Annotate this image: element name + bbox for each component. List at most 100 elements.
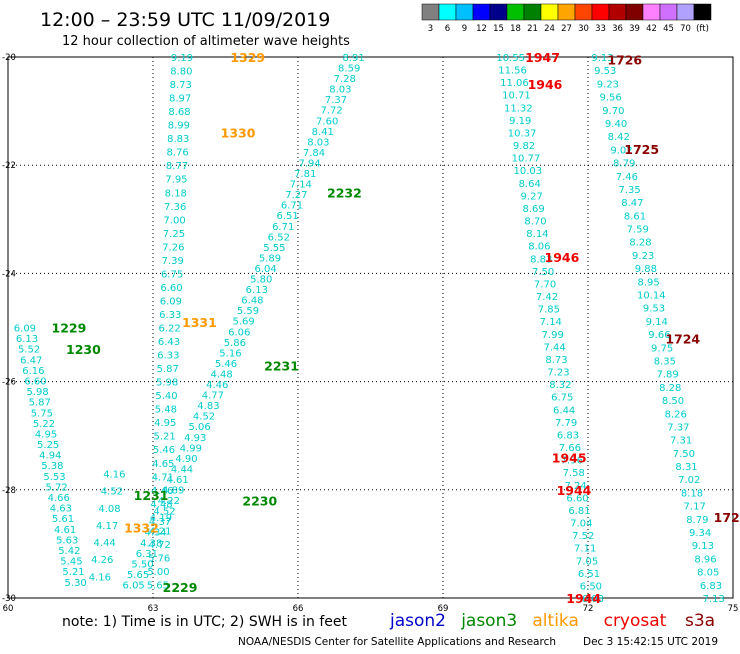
colorbar-label: 15 xyxy=(493,24,504,34)
swh-data-label: 6.60 xyxy=(24,376,46,387)
swh-data-label: 5.46 xyxy=(153,445,175,456)
swh-data-label: 6.47 xyxy=(20,355,42,366)
colorbar-swatch xyxy=(507,4,524,20)
swh-data-label: 4.16 xyxy=(103,470,125,481)
swh-data-label: 7.37 xyxy=(325,95,347,106)
swh-data-label: 6.51 xyxy=(578,569,600,580)
pass-time-label: 1725 xyxy=(624,142,659,157)
swh-data-label: 8.79 xyxy=(613,159,635,170)
swh-data-label: 5.06 xyxy=(189,422,211,433)
pass-time-label: 2231 xyxy=(264,358,299,373)
swh-data-label: 8.28 xyxy=(659,383,681,394)
swh-data-label: 7.14 xyxy=(290,180,312,191)
swh-data-label: 4.95 xyxy=(35,429,57,440)
swh-data-label: 8.35 xyxy=(654,356,676,367)
swh-data-label: 7.17 xyxy=(684,502,706,513)
swh-data-label: 4.63 xyxy=(50,504,72,515)
swh-data-label: 7.28 xyxy=(334,74,356,85)
swh-data-label: 9.40 xyxy=(605,119,627,130)
pass-time-label: 1331 xyxy=(182,315,217,330)
colorbar-swatch xyxy=(677,4,694,20)
pass-time-labels: 1329133013311332122912301231222922302231… xyxy=(52,50,740,606)
swh-data-label: 4.83 xyxy=(197,401,219,412)
swh-data-label: 8.83 xyxy=(167,134,189,145)
swh-data-label: 6.81 xyxy=(568,506,590,517)
swh-data-label: 6.05 xyxy=(123,580,145,591)
colorbar-label: 3 xyxy=(428,24,433,34)
swh-data-label: 10.77 xyxy=(512,154,541,165)
swh-data-label: 11.06 xyxy=(500,78,529,89)
swh-data-label: 4.52 xyxy=(193,412,215,423)
swh-data-label: 6.75 xyxy=(551,393,573,404)
swh-data-label: 5.98 xyxy=(26,387,48,398)
swh-data-label: 10.55 xyxy=(496,53,525,64)
swh-data-label: 4.61 xyxy=(54,525,76,536)
swh-data-label: 5.59 xyxy=(237,306,259,317)
swh-data-label: 8.68 xyxy=(168,107,190,118)
colorbar-label: 27 xyxy=(561,24,572,34)
pass-time-label: 1231 xyxy=(134,488,169,503)
swh-data-label: 7.37 xyxy=(667,422,689,433)
swh-data-label: 9.14 xyxy=(646,317,668,328)
swh-data-label: 5.86 xyxy=(224,338,246,349)
swh-data-label: 6.13 xyxy=(16,334,38,345)
swh-data-label: 7.27 xyxy=(285,190,307,201)
swh-data-label: 4.65 xyxy=(152,459,174,470)
satellite-legend-s3a: s3a xyxy=(685,611,715,631)
swh-data-label: 8.05 xyxy=(697,568,719,579)
colorbar-swatch xyxy=(541,4,558,20)
y-tick-label: -24 xyxy=(2,269,16,279)
colorbar-label: 33 xyxy=(595,24,606,34)
swh-data-label: 4.16 xyxy=(89,572,111,583)
swh-data-label: 5.98 xyxy=(156,378,178,389)
swh-data-label: 8.28 xyxy=(629,238,651,249)
swh-data-label: 4.99 xyxy=(180,443,202,454)
swh-data-label: 4.48 xyxy=(211,369,233,380)
swh-data-label: 9.23 xyxy=(632,251,654,262)
x-tick-label: 75 xyxy=(728,604,739,614)
satellite-legend-jason3: jason3 xyxy=(460,611,517,631)
swh-data-label: 5.25 xyxy=(37,440,59,451)
swh-data-label: 8.70 xyxy=(524,217,546,228)
pass-time-label: 1330 xyxy=(221,126,256,141)
colorbar-swatch xyxy=(660,4,677,20)
swh-data-label: 6.71 xyxy=(272,222,294,233)
swh-data-label: 8.79 xyxy=(686,515,708,526)
swh-data-label: 9.56 xyxy=(600,93,622,104)
swh-data-label: 6.09 xyxy=(14,324,36,335)
y-tick-label: -22 xyxy=(2,161,16,171)
y-tick-label: -26 xyxy=(2,378,16,388)
swh-data-label: 7.26 xyxy=(162,242,184,253)
swh-data-label: 9.70 xyxy=(602,106,624,117)
swh-data-label: 7.31 xyxy=(670,436,692,447)
swh-data-label: 7.94 xyxy=(298,158,320,169)
swh-data-label: 7.44 xyxy=(543,342,565,353)
swh-data-label: 9.82 xyxy=(513,141,535,152)
swh-data-label: 10.14 xyxy=(637,291,666,302)
pass-time-label: 2232 xyxy=(327,185,362,200)
satellite-legend-jason2: jason2 xyxy=(389,611,446,631)
pass-time-label: 1332 xyxy=(124,521,159,536)
colorbar-swatch xyxy=(592,4,609,20)
colorbar-label: 30 xyxy=(578,24,589,34)
colorbar-label: 24 xyxy=(544,24,555,34)
swh-data-label: 8.32 xyxy=(549,380,571,391)
pass-time-label: 1230 xyxy=(66,342,101,357)
swh-data-label: 5.72 xyxy=(46,482,68,493)
swh-data-label: 8.91 xyxy=(342,53,364,64)
pass-time-label: 1724 xyxy=(665,331,700,346)
swh-data-label: 8.77 xyxy=(166,161,188,172)
swh-data-label: 5.21 xyxy=(154,432,176,443)
pass-time-label: 1726 xyxy=(607,53,642,68)
swh-data-label: 7.46 xyxy=(616,172,638,183)
swh-data-label: 8.99 xyxy=(168,121,190,132)
pass-time-label: 1946 xyxy=(528,77,563,92)
swh-data-label: 4.72 xyxy=(149,540,171,551)
swh-data-label: 4.26 xyxy=(91,555,113,566)
swh-data-label: 5.65 xyxy=(127,570,149,581)
swh-data-label: 7.52 xyxy=(572,531,594,542)
swh-data-label: 6.06 xyxy=(228,327,250,338)
swh-data-label: 5.45 xyxy=(60,557,82,568)
